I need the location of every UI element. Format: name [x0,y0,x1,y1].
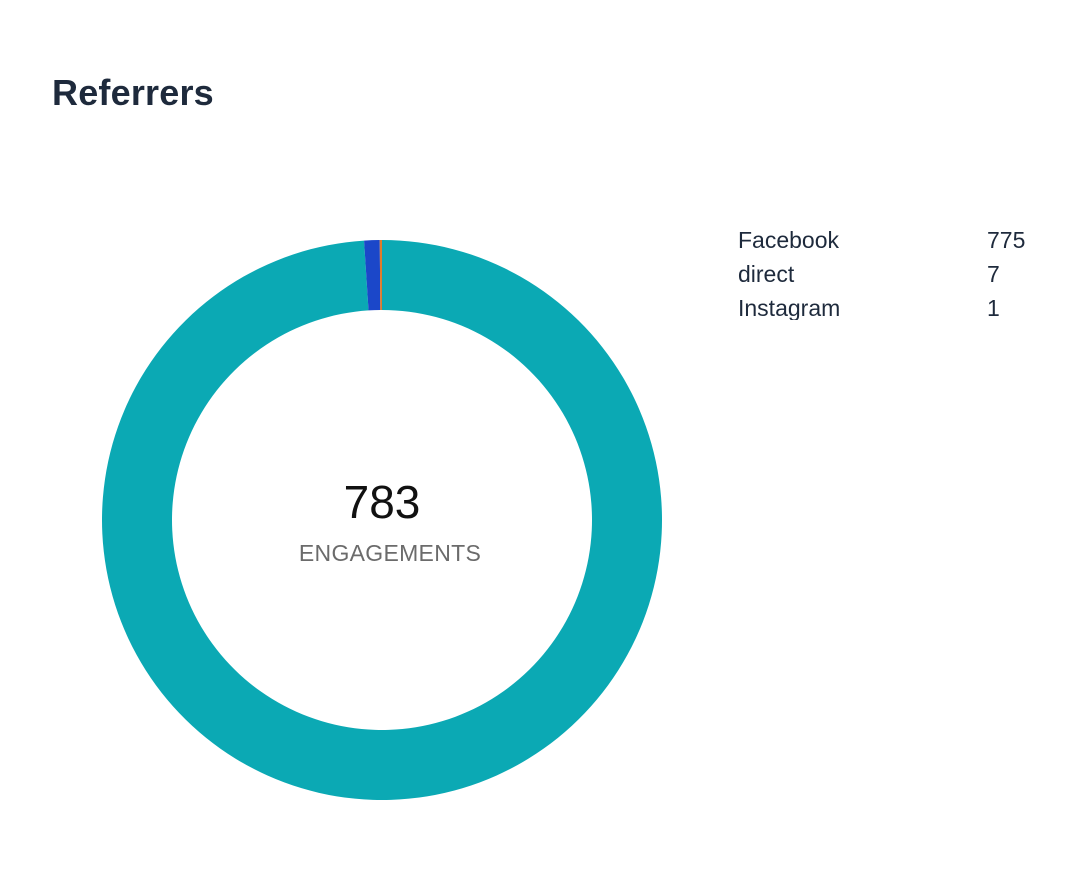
legend-item-facebook[interactable]: Facebook 775 [738,224,1048,258]
total-engagements-label: ENGAGEMENTS [298,540,482,566]
card-title: Referrers [52,72,214,113]
total-engagements-value: 783 [343,476,421,528]
legend-value: 775 [987,227,1026,253]
legend-value: 1 [987,295,1000,320]
donut-chart [102,240,662,800]
legend-item-instagram[interactable]: Instagram 1 [738,292,1048,320]
legend-value: 7 [987,261,1000,287]
donut-slice-direct[interactable] [364,240,381,311]
legend-label: direct [738,261,795,287]
legend-label: Instagram [738,295,841,320]
chart-legend: Facebook 775 direct 7 Instagram 1 [738,224,1048,320]
legend-label: Facebook [738,227,840,253]
donut-slice-instagram[interactable] [379,240,382,311]
legend-item-direct[interactable]: direct 7 [738,258,1048,292]
